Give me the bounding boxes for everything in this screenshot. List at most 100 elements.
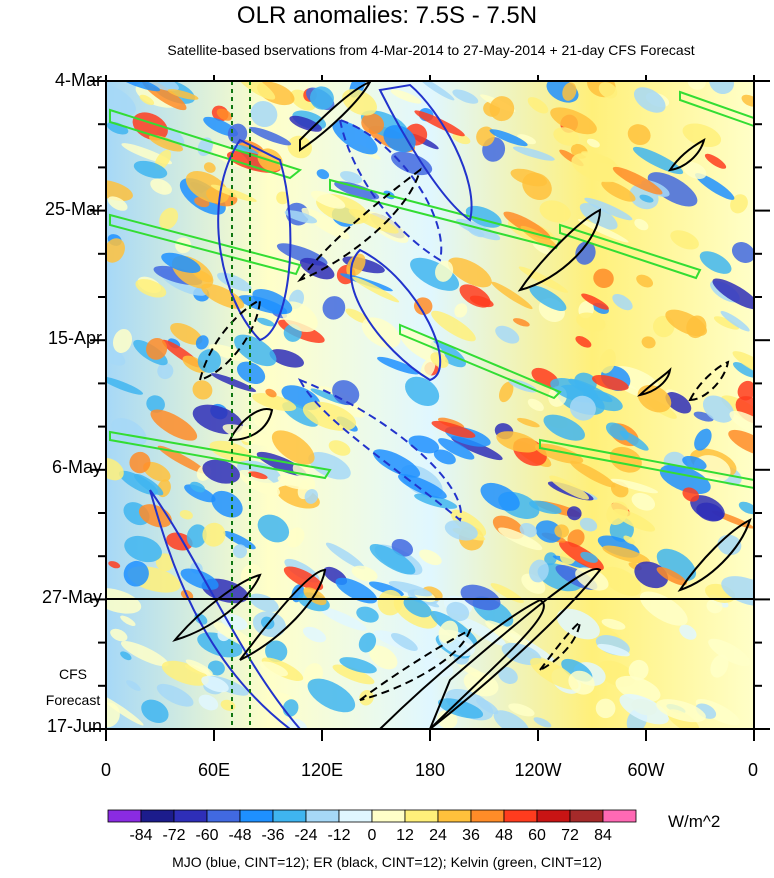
chart-subtitle: Satellite-based bservations from 4-Mar-2… <box>167 42 695 58</box>
anomaly-blob <box>391 151 433 176</box>
x-tick-label: 60W <box>627 760 665 780</box>
er-contour <box>378 598 545 729</box>
kelvin-contour <box>559 223 702 280</box>
anomaly-blob <box>403 597 432 618</box>
anomaly-blob <box>390 633 418 651</box>
anomaly-blob <box>554 524 569 538</box>
x-tick-label: 0 <box>100 760 112 780</box>
anomaly-blob <box>601 618 626 630</box>
anomaly-blob <box>670 230 699 250</box>
anomaly-blob <box>358 632 377 653</box>
anomaly-blob <box>284 210 318 224</box>
anomaly-blob <box>610 478 659 494</box>
plot-area <box>106 81 754 729</box>
legend-note: MJO (blue, CINT=12); ER (black, CINT=12)… <box>172 854 602 870</box>
anomaly-blob <box>129 451 151 474</box>
colorbar-swatch <box>470 809 505 823</box>
anomaly-blob <box>139 94 155 106</box>
anomaly-blob <box>236 361 266 385</box>
anomaly-blob <box>459 617 507 646</box>
anomaly-blob <box>235 81 276 100</box>
anomaly-blob <box>148 134 184 152</box>
x-tick-label: 0 <box>747 760 759 780</box>
anomaly-blob <box>602 545 650 564</box>
anomaly-blob <box>510 168 548 187</box>
anomaly-blob <box>134 473 164 496</box>
anomaly-blob <box>340 171 363 184</box>
anomaly-blob <box>325 542 365 570</box>
anomaly-blob <box>519 522 537 538</box>
anomaly-blob <box>693 411 714 422</box>
anomaly-blob <box>120 615 136 627</box>
anomaly-blob <box>656 699 706 723</box>
anomaly-blob <box>695 173 735 200</box>
anomaly-blob <box>161 252 201 273</box>
anomaly-blob <box>639 591 688 626</box>
anomaly-blob <box>259 661 289 677</box>
anomaly-blob <box>286 527 305 548</box>
anomaly-blob <box>452 89 479 104</box>
anomaly-blob <box>352 276 400 303</box>
anomaly-blob <box>143 461 171 482</box>
forecast-label-line1: CFS <box>59 666 87 682</box>
y-tick-label: 27-May <box>41 587 102 607</box>
anomaly-blob <box>665 392 692 414</box>
anomaly-blob <box>459 284 491 308</box>
anomaly-blob <box>334 181 380 200</box>
anomaly-blob <box>591 374 629 391</box>
anomaly-blob <box>619 430 649 451</box>
anomaly-blob <box>720 311 750 332</box>
colorbar-swatch <box>602 809 637 823</box>
colorbar-label: -72 <box>162 827 185 844</box>
kelvin-contour <box>109 430 332 480</box>
anomaly-blob <box>269 349 305 368</box>
anomaly-blob <box>271 430 315 465</box>
anomaly-blob <box>463 671 499 697</box>
anomaly-blob <box>216 108 233 121</box>
anomaly-blob <box>248 471 268 480</box>
anomaly-blob <box>106 376 144 395</box>
anomaly-blob <box>568 670 595 695</box>
colorbar-swatch <box>173 809 208 823</box>
anomaly-blob <box>157 445 207 474</box>
anomaly-blob <box>543 414 585 441</box>
anomaly-blob <box>495 325 520 344</box>
mjo-contour <box>217 138 292 342</box>
mjo-contour <box>338 118 443 262</box>
anomaly-blob <box>208 344 249 362</box>
kelvin-contour <box>109 108 303 180</box>
anomaly-blob <box>424 657 454 677</box>
er-contour <box>667 137 706 172</box>
anomaly-blob <box>420 357 436 379</box>
anomaly-blob <box>606 501 629 525</box>
anomaly-blob <box>201 283 245 309</box>
anomaly-blob <box>308 452 351 480</box>
anomaly-blob <box>184 484 216 503</box>
anomaly-blob <box>581 293 609 310</box>
anomaly-blob <box>223 531 256 550</box>
anomaly-blob <box>527 398 544 412</box>
anomaly-blob <box>419 549 442 566</box>
anomaly-blob <box>597 643 630 657</box>
anomaly-blob <box>150 178 172 195</box>
anomaly-blob <box>342 89 378 116</box>
anomaly-blob <box>413 297 433 315</box>
colorbar-label: 0 <box>368 827 377 844</box>
anomaly-blob <box>123 560 149 587</box>
anomaly-blob <box>328 440 351 456</box>
anomaly-blob <box>167 89 199 100</box>
kelvin-contour <box>679 90 754 128</box>
anomaly-blob <box>133 160 168 179</box>
mjo-contour <box>378 83 473 222</box>
anomaly-blob <box>252 393 297 412</box>
anomaly-blob <box>580 551 598 563</box>
anomaly-blob <box>351 565 378 582</box>
anomaly-blob <box>265 388 277 398</box>
anomaly-blob <box>656 566 687 586</box>
anomaly-blob <box>150 409 198 441</box>
wave-contours <box>109 81 754 729</box>
anomaly-blob <box>276 191 290 205</box>
anomaly-blob <box>180 568 219 590</box>
y-tick-label: 25-Mar <box>44 199 102 219</box>
anomaly-blob <box>361 113 385 134</box>
